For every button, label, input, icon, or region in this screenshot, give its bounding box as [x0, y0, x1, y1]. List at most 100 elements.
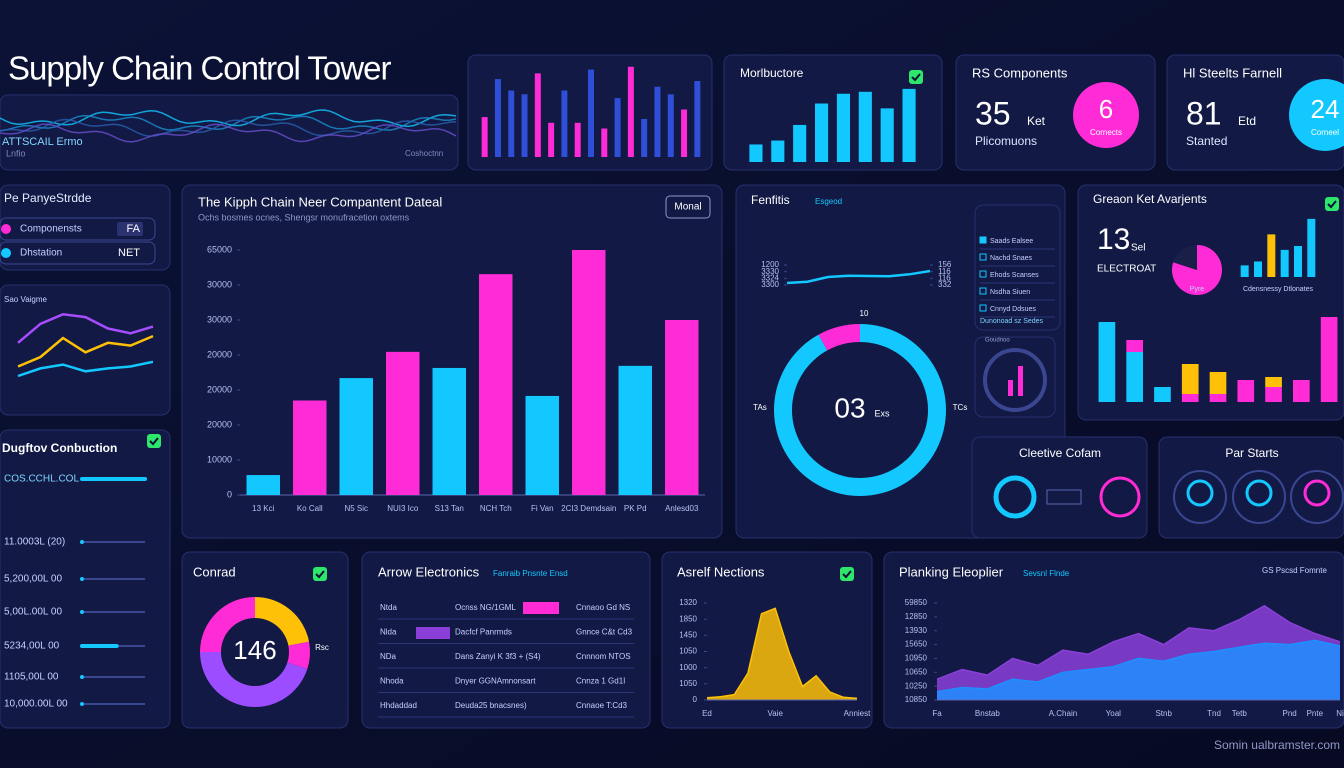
x-tick-label: Bnstab — [975, 709, 1000, 718]
filter-row[interactable] — [0, 217, 156, 241]
area-fill — [937, 640, 1340, 700]
label: Dhstation — [20, 248, 62, 259]
label: 11.0003L (20) — [4, 537, 65, 548]
x-tick-label: Tetb — [1232, 709, 1248, 718]
label: Componensts — [20, 224, 82, 235]
y2-tick-label: 116 — [938, 267, 951, 276]
bar-segment — [1126, 340, 1143, 352]
bar-segment — [1181, 364, 1199, 394]
filter-dot — [1, 224, 11, 234]
label: Corneel — [1311, 128, 1339, 137]
label: Deuda25 bnacsnes) — [455, 701, 527, 710]
y-tick-label: 20000 — [207, 419, 232, 429]
y-tick-label: 20000 — [207, 349, 232, 359]
x-tick-label: NCH Tch — [480, 504, 512, 513]
y-tick-label: 15650 — [905, 640, 928, 649]
bar — [432, 367, 466, 495]
label: COS.CCHL.COL — [4, 474, 79, 485]
y-tick-label: 10000 — [207, 454, 232, 464]
check-icon — [313, 567, 327, 581]
x-tick-label: Ko Call — [297, 504, 323, 513]
wave — [0, 123, 457, 143]
label: Cnnaoo Gd NS — [576, 603, 630, 612]
label: 6 — [1099, 94, 1113, 124]
check-mark — [842, 570, 852, 579]
mode-button[interactable] — [665, 195, 711, 219]
bar — [641, 119, 648, 157]
y-tick-label: 10850 — [905, 695, 928, 704]
label: Ocnss NG/1GML — [455, 603, 516, 612]
bar — [293, 400, 327, 495]
y-tick-label: 10250 — [905, 681, 928, 690]
badge — [1073, 82, 1139, 148]
filter-row[interactable] — [0, 241, 156, 265]
x-tick-label: Stnb — [1155, 709, 1172, 718]
y-tick-label: 3324 — [761, 273, 779, 282]
line — [17, 334, 154, 368]
label: 10,000.00L 00 — [4, 699, 68, 710]
y2-tick-label: 332 — [938, 280, 952, 289]
label: NDa — [380, 652, 397, 661]
badge — [1289, 79, 1344, 151]
bar — [572, 250, 606, 495]
x-tick-label: Anlesd03 — [665, 504, 699, 513]
bar — [880, 108, 894, 162]
bar — [508, 90, 515, 157]
bar — [1240, 265, 1249, 277]
widget-ring — [1245, 479, 1273, 507]
panel — [0, 184, 171, 271]
label: Hhdaddad — [380, 701, 417, 710]
label: RS Components — [972, 65, 1068, 80]
label: 81 — [1186, 95, 1222, 131]
y-tick-label: 30000 — [207, 279, 232, 289]
bar — [902, 88, 916, 162]
x-tick-label: Pnte — [1307, 709, 1324, 718]
chart-text: Esgeod — [815, 197, 842, 206]
bar — [548, 122, 555, 157]
label: FA — [127, 223, 141, 235]
line — [786, 269, 931, 285]
y-tick-label: 1320 — [679, 598, 697, 607]
button-label[interactable]: Monal — [674, 202, 701, 213]
chart-text: Sevsnl Flnde — [1023, 569, 1070, 578]
tag-box — [117, 222, 143, 236]
filter-dot — [1, 248, 11, 258]
bar — [1280, 249, 1289, 277]
y2-tick-label: 116 — [938, 273, 951, 282]
bar — [1294, 246, 1302, 277]
bar — [494, 79, 501, 157]
bar — [386, 351, 420, 495]
x-tick-label: S13 Tan — [435, 504, 464, 513]
y-tick-label: 1050 — [679, 647, 697, 656]
label: Nhoda — [380, 677, 404, 686]
label: Goudnoo — [985, 338, 1010, 344]
x-tick-label: Yoal — [1106, 709, 1122, 718]
bar — [618, 365, 652, 495]
area-line — [936, 639, 1341, 693]
bar — [793, 124, 807, 162]
x-tick-label: Ed — [702, 709, 712, 718]
y-tick-label: 59850 — [905, 598, 928, 607]
label: Fanraib Pnsnte Ensd — [493, 569, 568, 578]
y-tick-label: 1450 — [679, 630, 697, 639]
chart-text: Cdensnessy Dtlonates — [1243, 286, 1314, 293]
label: Par Starts — [1225, 446, 1278, 460]
chart-text: TCs — [953, 403, 968, 412]
donut-segment — [255, 597, 310, 646]
bar — [627, 66, 634, 157]
label: Nsdha Siuen — [990, 289, 1030, 296]
y-tick-label: 1000 — [679, 663, 697, 672]
label: 1105,00L 00 — [4, 672, 59, 683]
bar — [681, 109, 688, 157]
bar — [521, 94, 528, 157]
label: Cnnaoe T:Cd3 — [576, 701, 628, 710]
chart-text: 03 — [834, 392, 865, 423]
bar-segment — [1209, 394, 1227, 402]
bar-segment — [1237, 380, 1255, 402]
bar — [771, 140, 785, 162]
y-tick-label: 12850 — [905, 612, 928, 621]
label: Ntda — [380, 603, 397, 612]
label: Nachd Snaes — [990, 255, 1033, 262]
panel — [974, 204, 1061, 331]
